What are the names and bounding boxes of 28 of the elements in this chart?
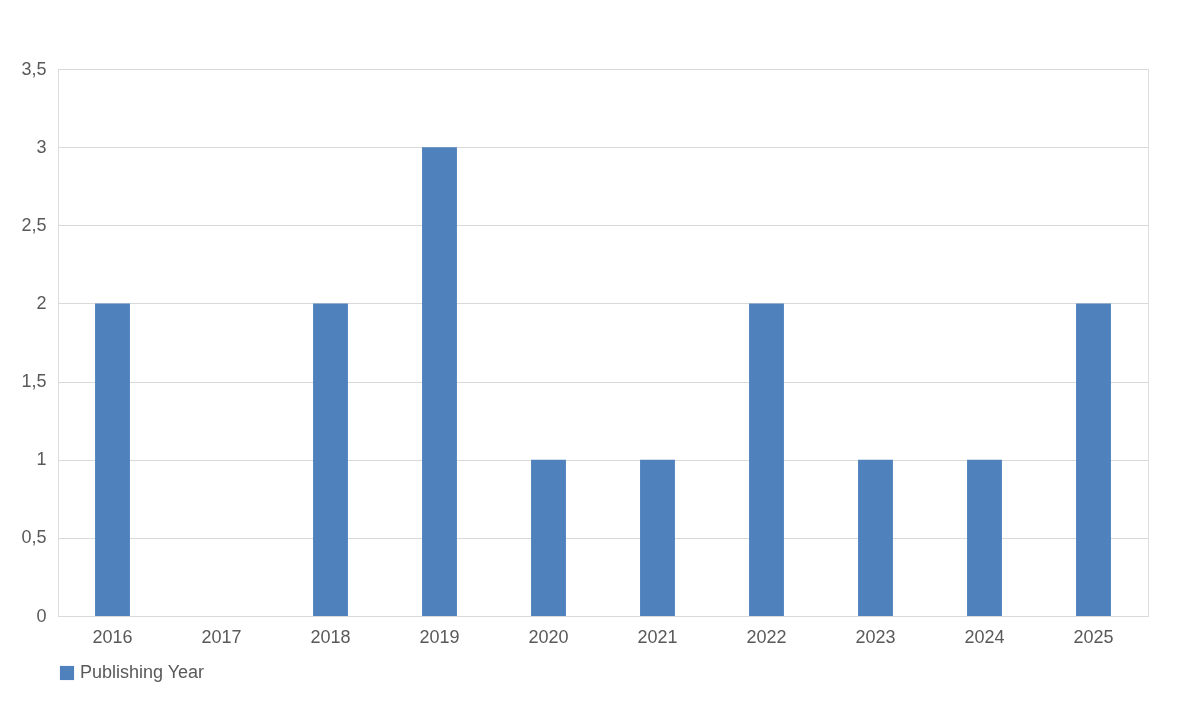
y-tick-label: 2,5 — [21, 214, 47, 235]
bar — [640, 459, 675, 616]
bar — [749, 303, 784, 616]
y-tick-label: 2 — [36, 292, 47, 313]
y-tick-label: 1 — [36, 449, 47, 470]
bar — [858, 459, 893, 616]
x-tick-label: 2016 — [92, 626, 133, 647]
x-tick-label: 2018 — [310, 626, 351, 647]
y-tick-label: 0 — [36, 605, 47, 626]
legend-label: Publishing Year — [80, 662, 205, 682]
x-tick-label: 2025 — [1073, 626, 1114, 647]
bar — [95, 303, 130, 616]
x-tick-label: 2019 — [419, 626, 460, 647]
x-tick-label: 2023 — [855, 626, 896, 647]
y-tick-label: 3 — [36, 136, 47, 157]
bar — [422, 147, 457, 616]
x-tick-label: 2024 — [964, 626, 1005, 647]
bar — [313, 303, 348, 616]
x-tick-label: 2021 — [637, 626, 678, 647]
bar — [967, 459, 1002, 616]
bar — [531, 459, 566, 616]
x-tick-label: 2020 — [528, 626, 569, 647]
bar — [1076, 303, 1111, 616]
y-tick-label: 0,5 — [21, 527, 47, 548]
x-tick-label: 2022 — [746, 626, 787, 647]
x-tick-label: 2017 — [201, 626, 242, 647]
y-tick-label: 1,5 — [21, 371, 47, 392]
y-tick-label: 3,5 — [21, 58, 47, 79]
